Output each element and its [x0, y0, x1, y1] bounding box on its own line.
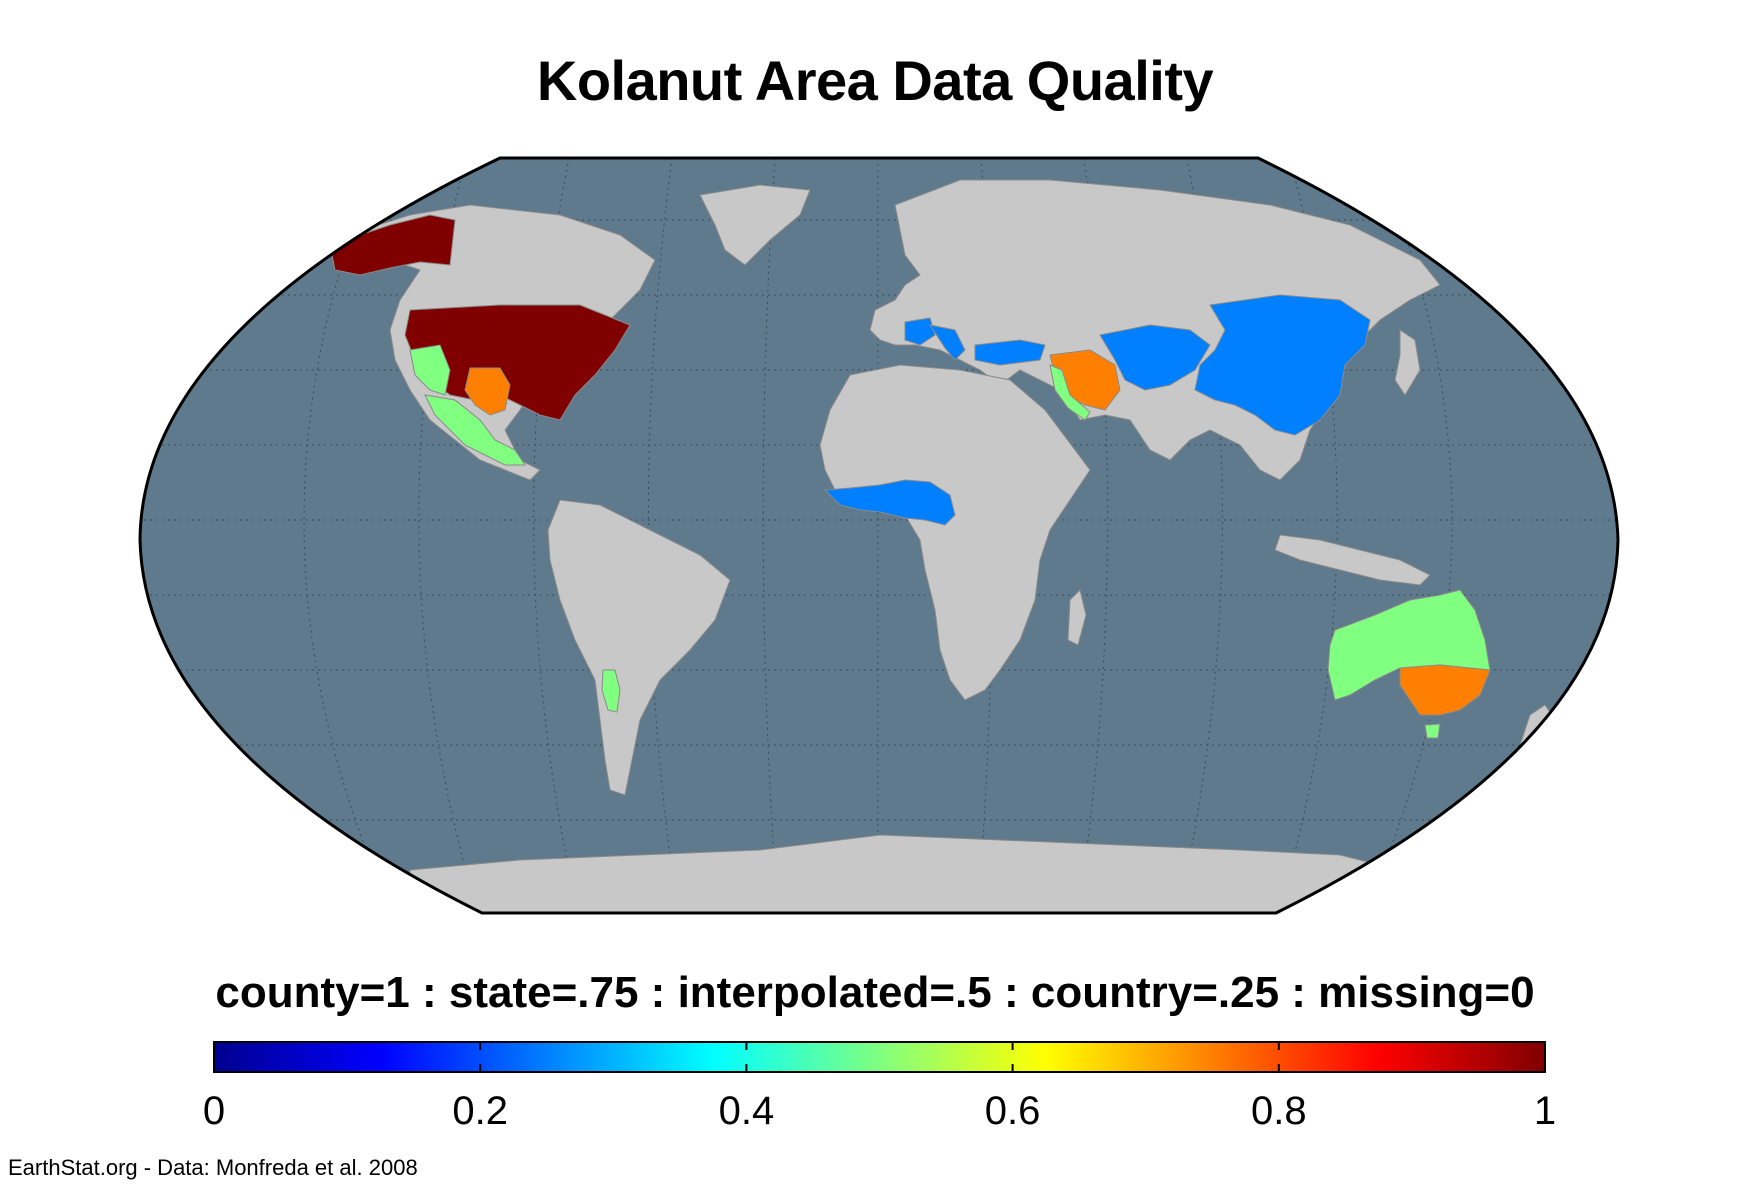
- greenland: [699, 184, 811, 266]
- turkey-region: [974, 339, 1046, 366]
- indonesia: [1274, 534, 1431, 586]
- colorbar-gradient: [213, 1041, 1546, 1073]
- south-america: [547, 499, 731, 796]
- tasmania-region: [1424, 723, 1441, 739]
- argentina-region: [601, 669, 621, 713]
- western-usa-region: [409, 344, 451, 396]
- landmasses: [328, 179, 1556, 913]
- colorbar-tick-label: 1: [1534, 1089, 1556, 1133]
- colorbar-tick-label: 0.4: [719, 1089, 775, 1133]
- legend-caption: county=1 : state=.75 : interpolated=.5 :…: [215, 968, 1535, 1017]
- antarctica: [409, 834, 1401, 913]
- italy-region: [928, 324, 966, 361]
- colorbar-tick-label: 0: [203, 1089, 225, 1133]
- map-title: Kolanut Area Data Quality: [536, 49, 1214, 112]
- spain-region: [904, 317, 936, 346]
- mexico-region: [424, 394, 526, 466]
- japan: [1394, 329, 1421, 396]
- colorbar-tick-label: 0.6: [985, 1089, 1041, 1133]
- globe-outline: [138, 156, 1620, 915]
- central-asia-region: [1099, 324, 1211, 391]
- credit-text: EarthStat.org - Data: Monfreda et al. 20…: [8, 1155, 418, 1180]
- world-map: [138, 156, 1620, 915]
- china-region: [1194, 294, 1371, 436]
- iran-coast-region: [1049, 364, 1091, 421]
- west-africa-region: [823, 479, 956, 526]
- australia-se-region: [1399, 664, 1491, 716]
- texas-region: [464, 367, 511, 416]
- alaska-region: [329, 214, 456, 276]
- madagascar: [1067, 589, 1087, 646]
- colorbar-tick-label: 0.2: [452, 1089, 508, 1133]
- colorbar-ticks: 0 0.2 0.4 0.6 0.8 1: [203, 1042, 1556, 1133]
- colorbar-tick-label: 0.8: [1251, 1089, 1307, 1133]
